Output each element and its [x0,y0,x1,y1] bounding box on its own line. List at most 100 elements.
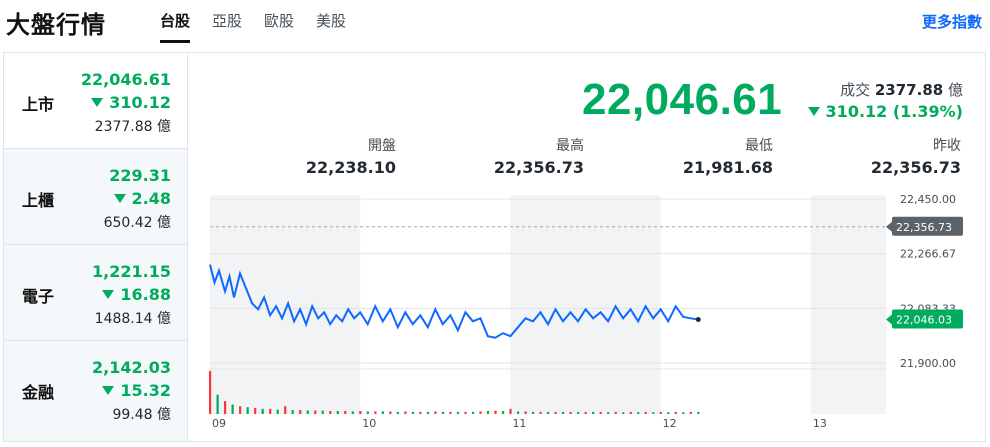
sidebar-item-listed[interactable]: 上市 22,046.61 310.12 2377.88 億 [4,53,187,149]
volume-bar [216,394,219,414]
market-name: 電子 [22,287,55,306]
index-price: 22,046.61 [582,75,783,124]
market-tabs: 台股 亞股 歐股 美股 [160,10,368,43]
volume-bar [314,410,317,414]
volume-bar [336,410,339,414]
volume-bar [539,411,542,414]
tab-asia[interactable]: 亞股 [212,12,243,30]
volume-bar [599,411,602,414]
volume-bar [471,411,475,414]
sidebar-item-finance[interactable]: 金融 2,142.03 15.32 99.48 億 [4,341,187,441]
volume-bar [509,408,512,414]
market-change: 2.48 [113,189,171,208]
market-price: 22,046.61 [80,70,171,89]
last-price-tag-pointer [886,314,892,325]
market-name: 金融 [22,383,55,402]
volume-bar [644,411,647,414]
volume-bar [381,411,384,414]
volume-bar [404,411,407,414]
volume-bar [689,411,692,414]
sidebar-item-otc[interactable]: 上櫃 229.31 2.48 650.42 億 [4,149,187,245]
volume-bar [524,411,527,414]
market-name: 上市 [22,95,55,114]
volume-bar [554,411,557,414]
sidebar-item-electronics[interactable]: 電子 1,221.15 16.88 1488.14 億 [4,245,187,341]
y-tick-label: 21,900.00 [900,357,956,370]
tab-tw[interactable]: 台股 [160,10,191,43]
x-tick-label: 13 [813,417,827,430]
market-name: 上櫃 [22,191,55,210]
turnover: 成交 2377.88 億 [840,79,963,100]
volume-bar [374,411,377,414]
hour-band [810,195,886,414]
tab-europe[interactable]: 歐股 [264,12,295,30]
page-header: 大盤行情 台股 亞股 歐股 美股 更多指數 [0,0,990,48]
stat-value: 21,981.68 [682,158,773,177]
volume-bar [584,411,587,414]
market-volume: 1488.14 億 [94,311,171,327]
down-arrow-icon [807,107,820,116]
volume-bar [239,406,242,414]
volume-bar [254,407,257,414]
last-point [695,316,701,322]
volume-bar [464,411,467,414]
down-arrow-icon [102,290,115,299]
more-indices-link[interactable]: 更多指數 [921,13,982,31]
volume-bar [479,411,482,414]
market-change: 15.32 [102,381,171,400]
volume-bar [434,411,437,414]
volume-bar [516,411,520,414]
volume-bar [284,406,287,414]
stat-low: 最低 21,981.68 [653,135,773,177]
tab-us[interactable]: 美股 [316,12,347,30]
volume-bar [269,408,272,414]
turnover-unit: 億 [947,81,963,99]
volume-bar [321,410,324,414]
volume-bar [246,407,249,414]
x-tick-label: 09 [212,417,226,430]
stat-label: 昨收 [933,138,961,154]
volume-bar [291,410,294,414]
market-price: 2,142.03 [92,358,171,377]
volume-bar [569,411,572,414]
volume-bar [224,401,227,414]
volume-bar [396,411,399,414]
market-panel: 上市 22,046.61 310.12 2377.88 億 上櫃 229.31 … [3,52,986,442]
volume-bar [359,410,362,414]
volume-bar [637,412,640,414]
volume-bar [276,409,279,414]
market-change: 310.12 [91,93,171,112]
volume-bar [426,411,430,414]
volume-bar [299,410,302,414]
last-price-tag-text: 22,046.03 [896,313,952,326]
volume-bar [697,411,700,414]
market-volume: 2377.88 億 [94,119,171,135]
y-tick-label: 22,266.67 [900,248,956,261]
y-tick-label: 22,450.00 [900,193,956,206]
market-price: 1,221.15 [92,262,171,281]
volume-bar [562,411,565,414]
volume-bar [547,411,550,414]
page-title: 大盤行情 [6,11,106,39]
volume-bar [531,411,535,414]
index-change: 310.12 (1.39%) [807,102,963,121]
volume-bar [344,410,347,414]
down-arrow-icon [91,98,104,107]
volume-bar [614,411,617,414]
volume-bar [682,412,685,414]
volume-bar [351,411,354,414]
volume-bar [389,411,392,414]
down-arrow-icon [102,386,115,395]
price-line [209,264,699,339]
volume-bar [577,411,580,414]
volume-bar [667,412,670,414]
turnover-value: 2377.88 [874,81,944,99]
volume-bar [501,410,505,414]
volume-bar [441,411,445,414]
stat-value: 22,356.73 [870,158,961,177]
market-volume: 99.48 億 [112,407,171,423]
prev-close-tag [892,216,963,236]
stat-value: 22,238.10 [305,158,396,177]
market-change: 16.88 [102,285,171,304]
